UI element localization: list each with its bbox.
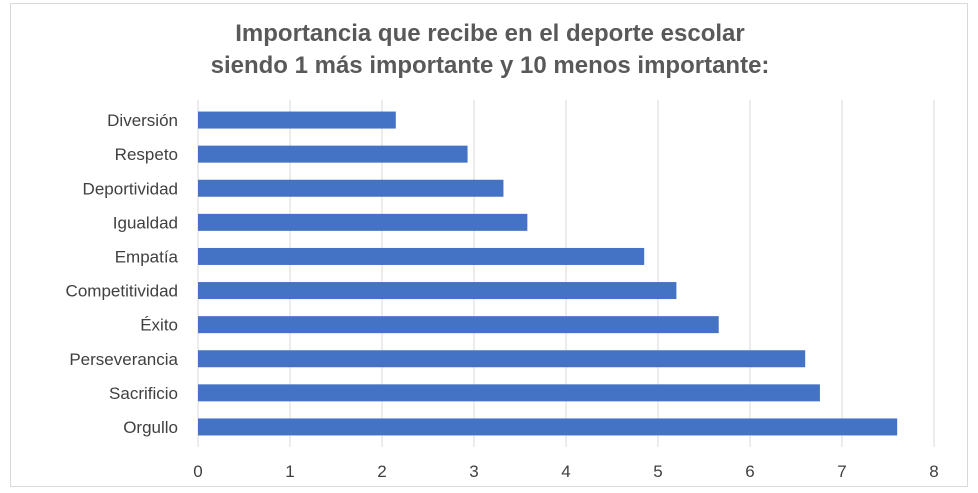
bar <box>198 282 677 300</box>
bar <box>198 111 396 129</box>
bar <box>198 316 719 334</box>
category-label: Perseverancia <box>69 350 178 369</box>
x-tick-label: 4 <box>561 462 570 481</box>
category-label: Éxito <box>140 316 178 335</box>
bar <box>198 145 468 163</box>
bar <box>198 247 645 265</box>
category-label: Igualdad <box>113 213 178 232</box>
bar <box>198 179 504 197</box>
bar <box>198 350 806 368</box>
x-tick-label: 1 <box>285 462 294 481</box>
category-label: Diversión <box>107 111 178 130</box>
category-label: Deportividad <box>83 179 178 198</box>
category-label: Sacrificio <box>109 384 178 403</box>
category-labels: Diversión Respeto Deportividad Igualdad Empa… <box>66 111 179 437</box>
category-label: Empatía <box>115 247 179 266</box>
x-tick-label: 2 <box>377 462 386 481</box>
bars <box>198 111 898 436</box>
x-tick-label: 5 <box>653 462 662 481</box>
x-tick-label: 8 <box>929 462 938 481</box>
chart-frame: Importancia que recibe en el deporte esc… <box>10 3 968 487</box>
chart-title: Importancia que recibe en el deporte esc… <box>11 18 969 82</box>
bar <box>198 418 898 436</box>
category-label: Orgullo <box>123 418 178 437</box>
x-tick-label: 7 <box>837 462 846 481</box>
chart-title-line-2: siendo 1 más importante y 10 menos impor… <box>210 52 770 79</box>
bar <box>198 213 528 231</box>
chart-title-line-1: Importancia que recibe en el deporte esc… <box>235 20 745 47</box>
bar <box>198 384 820 402</box>
x-tick-label: 6 <box>745 462 754 481</box>
category-label: Competitividad <box>66 282 178 301</box>
x-tick-label: 3 <box>469 462 478 481</box>
category-label: Respeto <box>115 145 178 164</box>
x-tick-label: 0 <box>193 462 202 481</box>
x-tick-labels: 0 1 2 3 4 5 6 7 8 <box>193 462 938 481</box>
